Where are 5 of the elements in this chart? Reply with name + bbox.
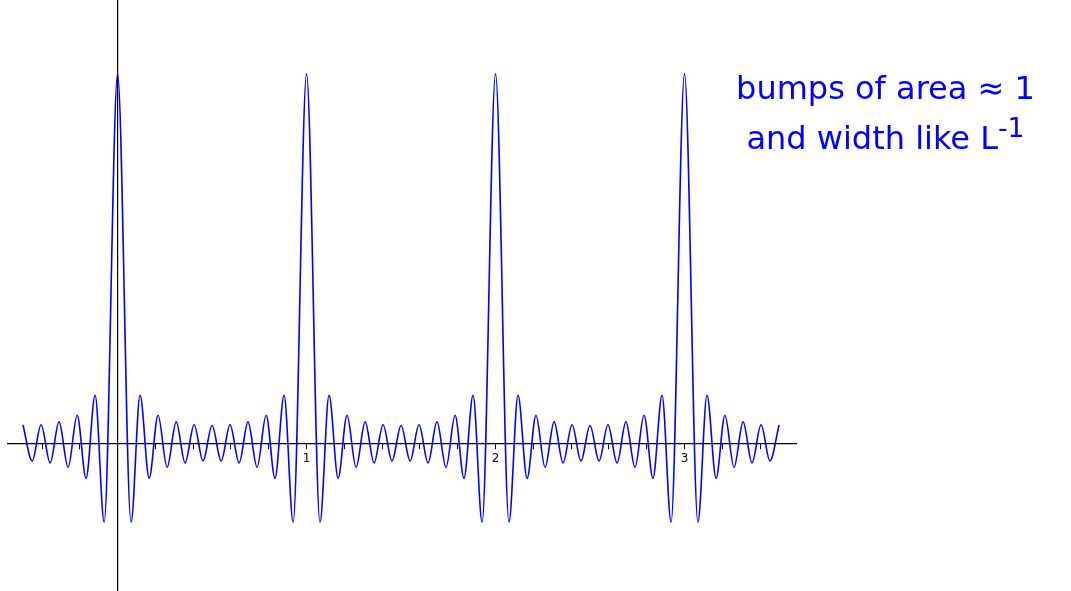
x-tick-label: 3 (680, 450, 689, 465)
annotation: bumps of area ≈ 1 (735, 68, 1036, 108)
x-tick-label: 2 (491, 450, 500, 465)
x-tick-label: 1 (302, 450, 311, 465)
annotation: and width like L$^{-1}$ (745, 111, 1026, 158)
